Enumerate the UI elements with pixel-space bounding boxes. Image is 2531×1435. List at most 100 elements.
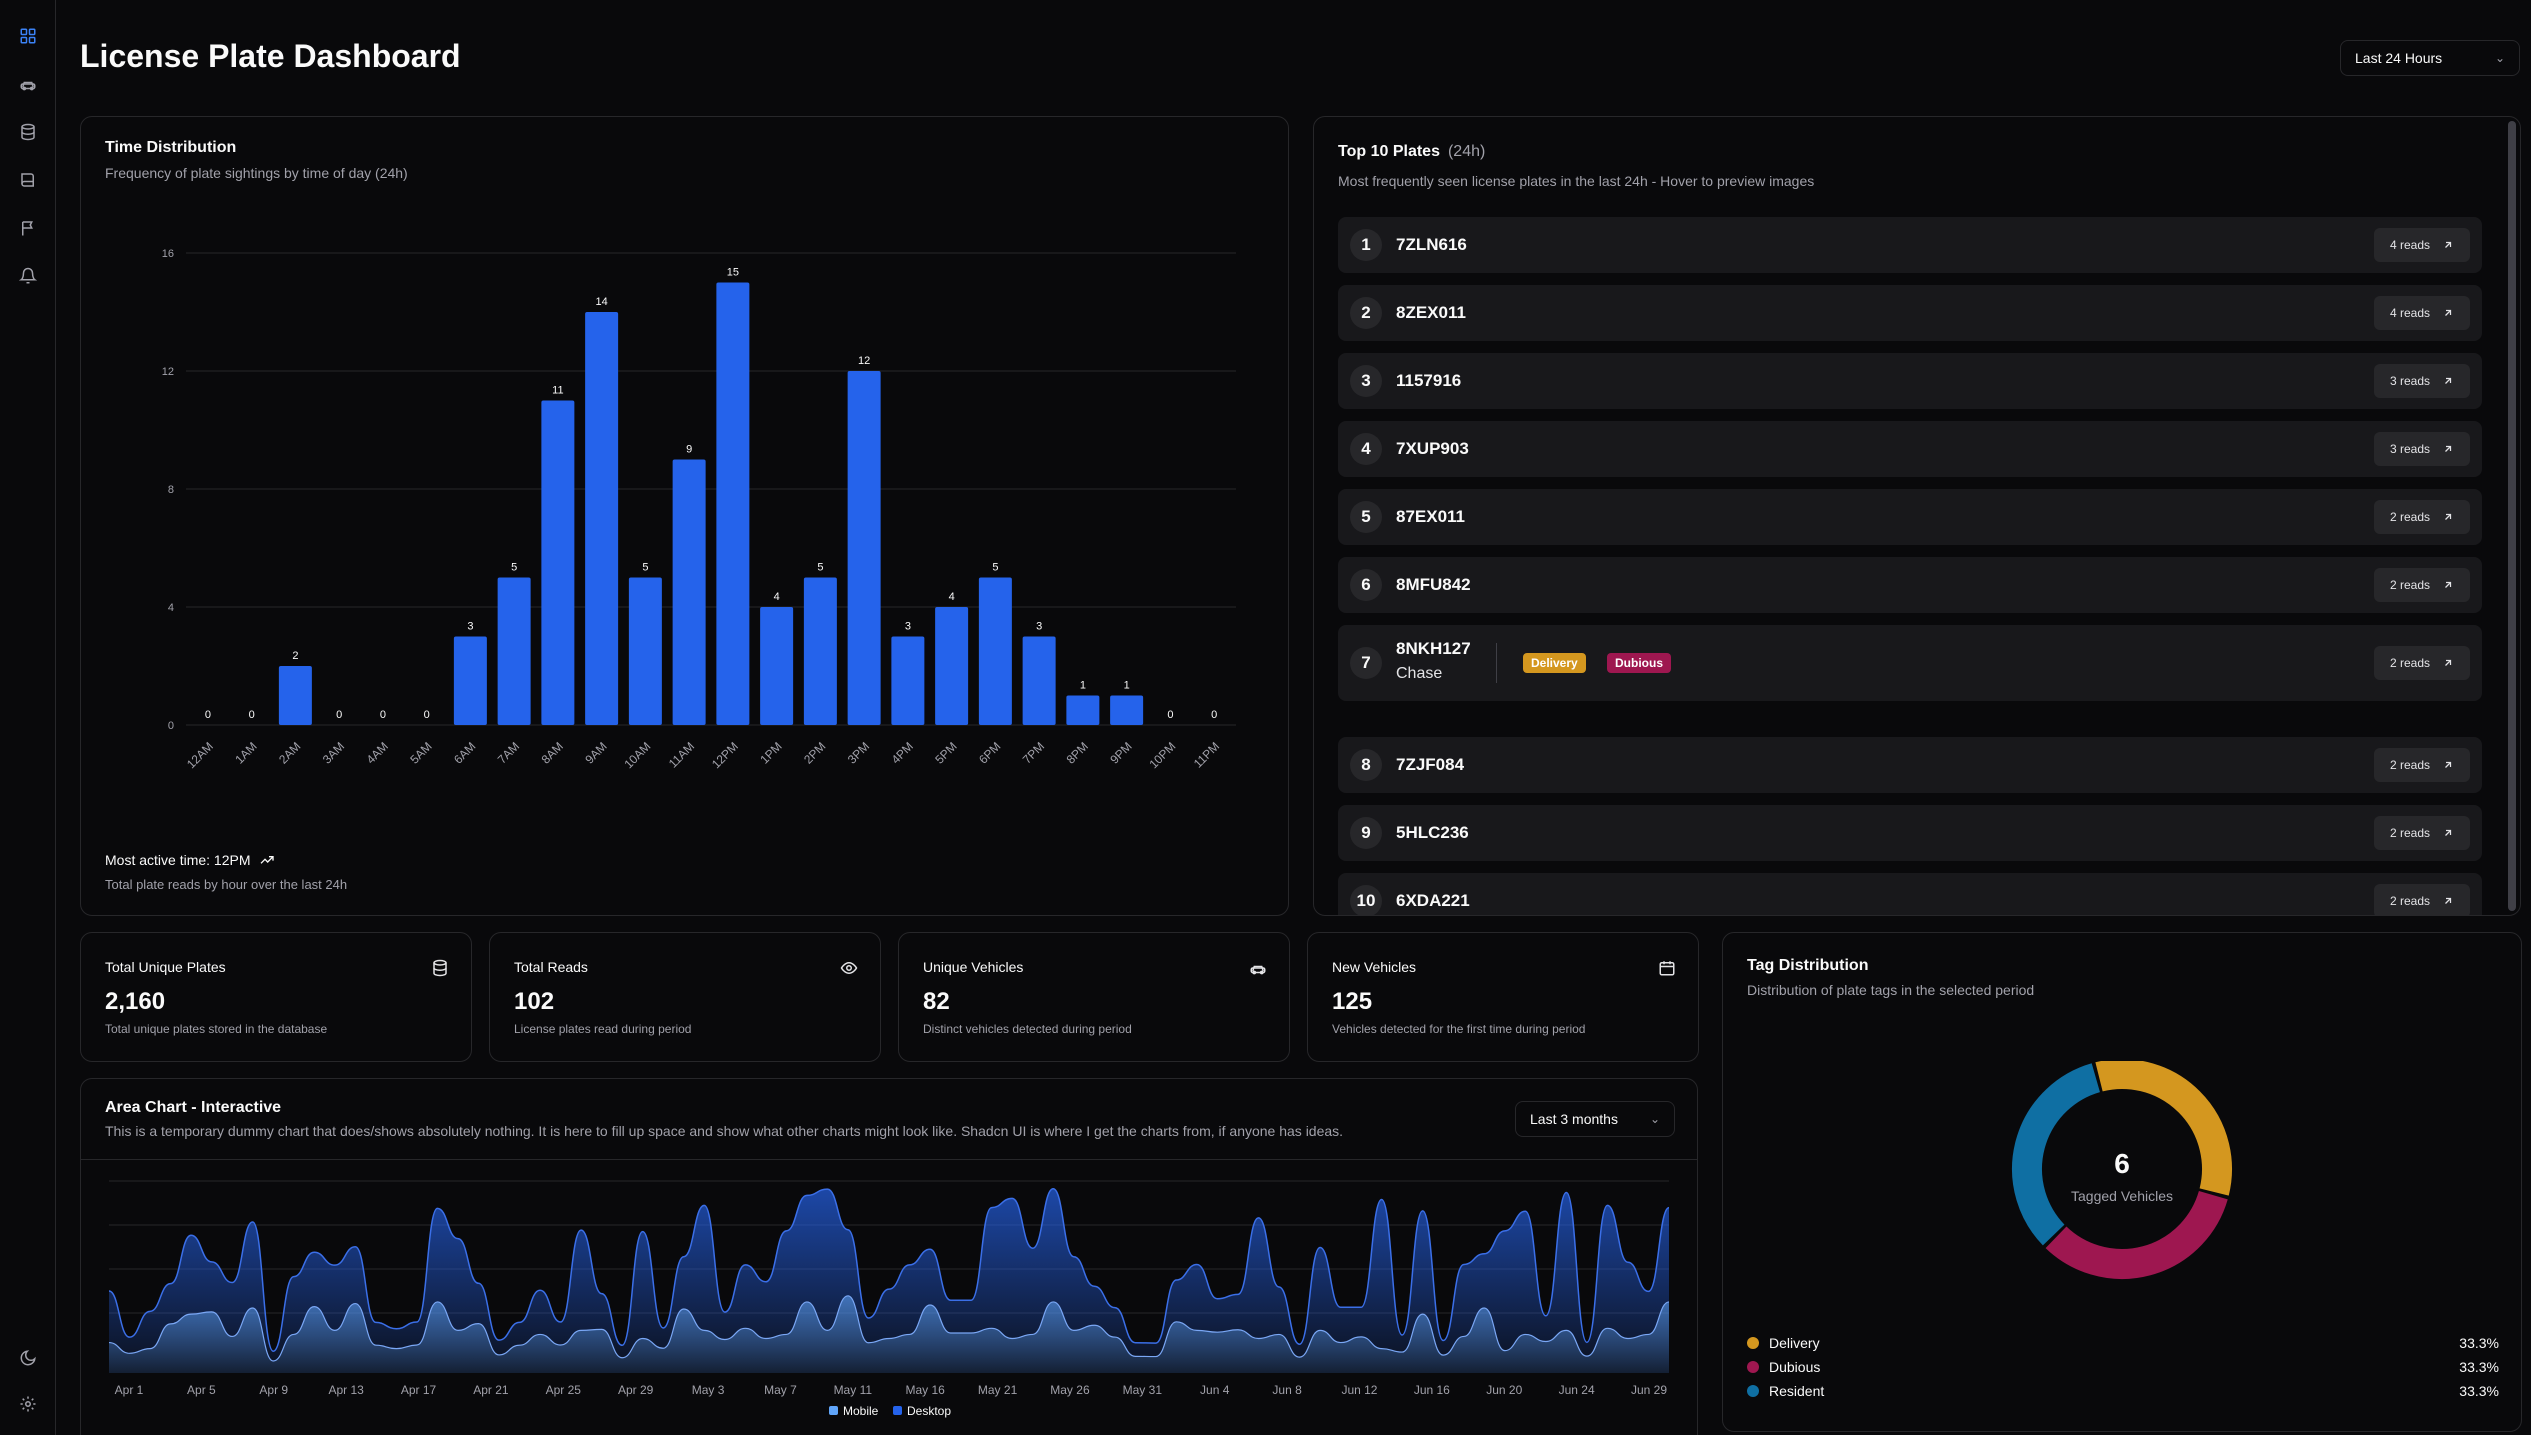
tag-donut-chart: 6 Tagged Vehicles — [2012, 1061, 2232, 1279]
calendar-icon — [1659, 961, 1675, 976]
plate-rank: 5 — [1350, 501, 1382, 533]
bar[interactable] — [760, 607, 794, 725]
x-tick-label: Jun 16 — [1414, 1383, 1450, 1397]
reads-count: 3 reads — [2389, 374, 2431, 388]
bar[interactable] — [672, 459, 706, 726]
reads-button[interactable]: 4 reads — [2374, 228, 2470, 262]
plate-row[interactable]: 4 7XUP903 3 reads — [1338, 421, 2482, 477]
area-chart-divider — [81, 1159, 1697, 1160]
database-icon[interactable] — [16, 120, 40, 144]
flag-icon[interactable] — [16, 216, 40, 240]
plate-rank: 7 — [1350, 647, 1382, 679]
bar[interactable] — [891, 636, 925, 726]
donut-slice[interactable] — [2045, 1190, 2228, 1279]
bar[interactable] — [497, 577, 531, 726]
most-active-time-label: Most active time: 12PM — [105, 852, 251, 868]
x-tick-label: May 26 — [1050, 1383, 1090, 1397]
bar[interactable] — [716, 282, 750, 726]
reads-count: 2 reads — [2389, 656, 2431, 670]
bar-value-label: 9 — [686, 444, 692, 456]
reads-button[interactable]: 3 reads — [2374, 432, 2470, 466]
plate-row[interactable]: 10 6XDA221 2 reads — [1338, 873, 2482, 915]
car-icon[interactable] — [16, 72, 40, 96]
bar[interactable] — [935, 607, 969, 725]
bar-value-label: 0 — [424, 709, 430, 721]
reads-count: 2 reads — [2389, 510, 2431, 524]
bar[interactable] — [847, 371, 881, 725]
stat-card: New Vehicles 125 Vehicles detected for the… — [1307, 932, 1699, 1062]
legend-name: Resident — [1769, 1383, 1825, 1399]
bar[interactable] — [1022, 636, 1056, 726]
area-chart-card: Area Chart - Interactive This is a tempo… — [80, 1078, 1698, 1435]
time-distribution-subtitle: Frequency of plate sightings by time of … — [105, 165, 408, 181]
bar[interactable] — [628, 577, 662, 726]
plate-list-scrollbar[interactable] — [2508, 121, 2516, 911]
most-active-time: Most active time: 12PM — [105, 852, 275, 868]
dashboard-icon[interactable] — [16, 24, 40, 48]
database-icon — [433, 959, 447, 977]
area-range-select[interactable]: Last 3 months ⌄ — [1515, 1101, 1675, 1137]
bar[interactable] — [278, 666, 312, 725]
donut-slice[interactable] — [2095, 1061, 2232, 1196]
bar[interactable] — [541, 400, 575, 726]
reads-button[interactable]: 2 reads — [2374, 500, 2470, 534]
stat-value: 2,160 — [105, 988, 166, 1015]
bell-icon[interactable] — [16, 264, 40, 288]
reads-button[interactable]: 2 reads — [2374, 646, 2470, 680]
arrow-up-right-icon — [2445, 897, 2452, 904]
x-tick-label: 10AM — [621, 739, 653, 771]
x-tick-label: 10PM — [1146, 739, 1178, 771]
plate-row[interactable]: 3 1157916 3 reads — [1338, 353, 2482, 409]
stat-card: Total Reads 102 License plates read during… — [489, 932, 881, 1062]
plate-row[interactable]: 7 8NKH127 Chase Delivery Dubious 2 reads — [1338, 625, 2482, 701]
donut-slice[interactable] — [2012, 1063, 2101, 1246]
reads-button[interactable]: 3 reads — [2374, 364, 2470, 398]
stat-card: Unique Vehicles 82 Distinct vehicles detec… — [898, 932, 1290, 1062]
bar-value-label: 14 — [596, 296, 608, 308]
x-tick-label: 7PM — [1020, 739, 1047, 766]
plate-number: 8MFU842 — [1396, 575, 1471, 594]
stat-label: New Vehicles — [1332, 959, 1417, 975]
plate-rank: 2 — [1350, 297, 1382, 329]
plate-number: 1157916 — [1396, 371, 1462, 390]
bar[interactable] — [585, 312, 619, 725]
moon-icon[interactable] — [16, 1346, 40, 1370]
bar[interactable] — [978, 577, 1012, 726]
legend-desktop-label: Desktop — [907, 1404, 951, 1418]
page-title: License Plate Dashboard — [80, 38, 461, 74]
reads-button[interactable]: 2 reads — [2374, 748, 2470, 782]
plate-tag: Delivery — [1523, 653, 1586, 673]
x-tick-label: 3AM — [320, 739, 347, 766]
bar[interactable] — [1066, 695, 1100, 726]
legend-percent: 33.3% — [2459, 1335, 2499, 1351]
mobile-line — [108, 1295, 1670, 1362]
x-tick-label: 8PM — [1064, 739, 1091, 766]
x-tick-label: Apr 1 — [115, 1383, 144, 1397]
reads-button[interactable]: 4 reads — [2374, 296, 2470, 330]
bar[interactable] — [1110, 695, 1144, 726]
plate-rank: 8 — [1350, 749, 1382, 781]
reads-button[interactable]: 2 reads — [2374, 884, 2470, 915]
plate-row[interactable]: 6 8MFU842 2 reads — [1338, 557, 2482, 613]
plate-row[interactable]: 9 5HLC236 2 reads — [1338, 805, 2482, 861]
book-icon[interactable] — [16, 168, 40, 192]
bar[interactable] — [453, 636, 487, 726]
x-tick-label: Apr 17 — [401, 1383, 437, 1397]
bar-value-label: 3 — [1036, 621, 1042, 633]
plate-row[interactable]: 8 7ZJF084 2 reads — [1338, 737, 2482, 793]
x-tick-label: May 21 — [978, 1383, 1018, 1397]
time-range-select[interactable]: Last 24 Hours ⌄ — [2340, 40, 2520, 76]
settings-icon[interactable] — [16, 1392, 40, 1416]
x-tick-label: 11PM — [1191, 739, 1222, 770]
bar-value-label: 1 — [1080, 680, 1086, 692]
plate-row[interactable]: 5 87EX011 2 reads — [1338, 489, 2482, 545]
reads-count: 3 reads — [2389, 442, 2431, 456]
reads-button[interactable]: 2 reads — [2374, 568, 2470, 602]
legend-swatch — [1747, 1361, 1759, 1373]
plate-row[interactable]: 1 7ZLN616 4 reads — [1338, 217, 2482, 273]
plate-row[interactable]: 2 8ZEX011 4 reads — [1338, 285, 2482, 341]
bar[interactable] — [803, 577, 837, 726]
x-tick-label: 6AM — [451, 739, 478, 766]
reads-button[interactable]: 2 reads — [2374, 816, 2470, 850]
top-plates-period: (24h) — [1447, 143, 1486, 160]
